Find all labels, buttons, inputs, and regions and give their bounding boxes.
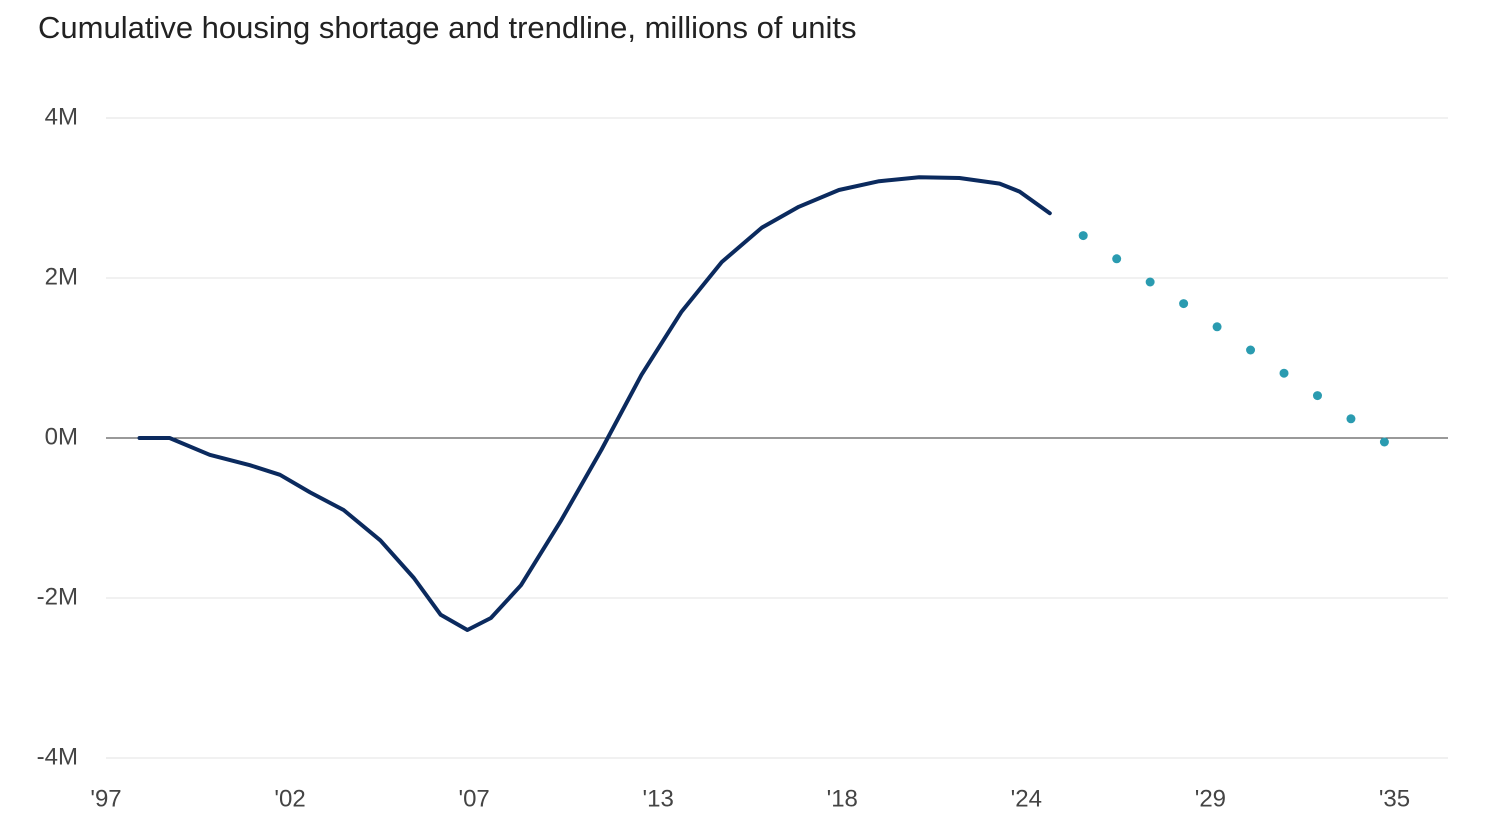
trend-dot [1279, 368, 1289, 378]
y-tick-label: -2M [37, 583, 78, 610]
x-tick-label: '18 [827, 785, 858, 812]
y-tick-label: -4M [37, 743, 78, 770]
trend-dot [1212, 322, 1222, 332]
x-tick-label: '13 [643, 785, 674, 812]
y-tick-label: 2M [45, 263, 78, 290]
trend-dot [1379, 437, 1389, 447]
y-tick-label: 4M [45, 103, 78, 130]
trend-dot [1179, 299, 1189, 309]
line [137, 175, 1052, 632]
x-tick-label: '29 [1195, 785, 1226, 812]
trend-dot [1112, 254, 1122, 264]
x-tick-label: '35 [1379, 785, 1410, 812]
chart-title: Cumulative housing shortage and trendlin… [38, 10, 857, 45]
trend-dot [1346, 414, 1356, 424]
x-tick-label: '07 [458, 785, 489, 812]
x-tick-label: '24 [1011, 785, 1042, 812]
x-tick-label: '97 [90, 785, 121, 812]
x-tick-label: '02 [274, 785, 305, 812]
y-tick-label: 0M [45, 423, 78, 450]
trend-dot [1246, 345, 1256, 355]
trend-dot [1078, 231, 1088, 241]
trend-dot [1145, 277, 1155, 287]
trend-dot [1312, 391, 1322, 401]
